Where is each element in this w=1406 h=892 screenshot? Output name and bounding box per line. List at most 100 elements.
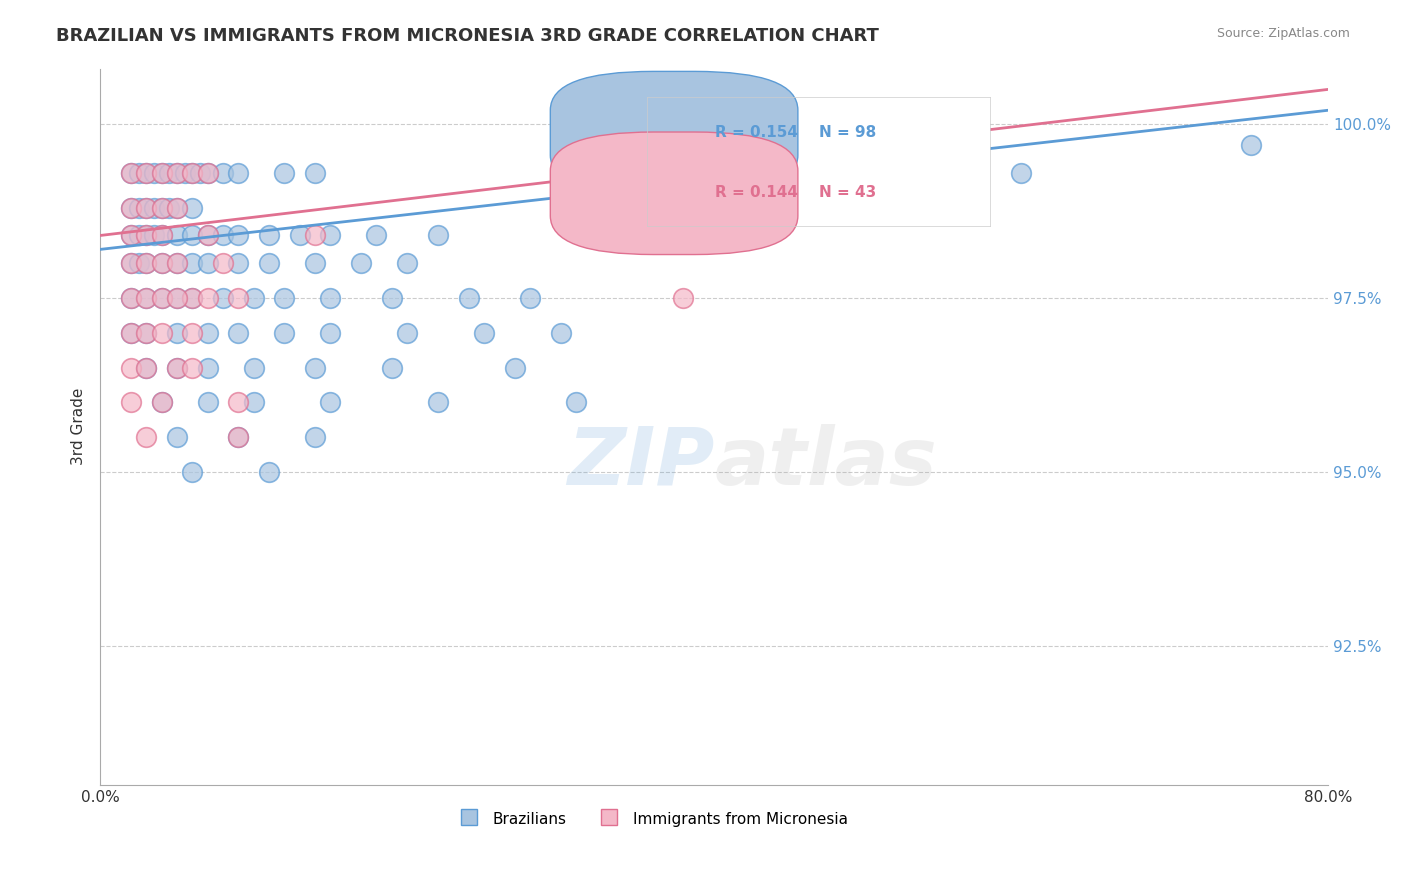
Point (142, 201, 165, 215)
Point (166, 360, 188, 375)
Point (150, 256, 173, 270)
Point (273, 291, 295, 305)
Point (135, 326, 157, 340)
Point (166, 201, 188, 215)
Point (273, 166, 295, 180)
Point (120, 291, 142, 305)
Point (150, 326, 173, 340)
Point (150, 228, 173, 243)
Point (135, 228, 157, 243)
Point (212, 256, 235, 270)
Text: ZIP: ZIP (567, 424, 714, 501)
Point (197, 291, 219, 305)
Point (472, 326, 495, 340)
Point (150, 166, 173, 180)
Point (120, 166, 142, 180)
Point (150, 291, 173, 305)
Point (135, 326, 157, 340)
Point (135, 360, 157, 375)
Point (166, 166, 188, 180)
Point (197, 326, 219, 340)
Point (135, 291, 157, 305)
Point (304, 360, 326, 375)
Point (166, 291, 188, 305)
Point (503, 360, 526, 375)
Point (135, 228, 157, 243)
Point (150, 166, 173, 180)
Point (1240, 138, 1263, 153)
Point (672, 291, 695, 305)
Text: Source: ZipAtlas.com: Source: ZipAtlas.com (1216, 27, 1350, 40)
Point (181, 228, 204, 243)
Point (226, 326, 249, 340)
Point (197, 360, 219, 375)
Point (197, 166, 219, 180)
Point (319, 291, 342, 305)
Point (197, 256, 219, 270)
Point (366, 228, 388, 243)
Point (426, 228, 449, 243)
Point (181, 291, 204, 305)
Point (288, 228, 311, 243)
Point (396, 326, 419, 340)
Point (135, 201, 157, 215)
Point (150, 201, 173, 215)
Point (181, 256, 204, 270)
Point (135, 201, 157, 215)
Point (396, 256, 419, 270)
Point (150, 201, 173, 215)
Point (197, 166, 219, 180)
Point (128, 201, 150, 215)
Point (157, 166, 180, 180)
Point (519, 291, 541, 305)
Point (120, 201, 142, 215)
Point (304, 256, 326, 270)
Point (350, 256, 373, 270)
Point (226, 430, 249, 444)
Point (242, 395, 264, 409)
Point (304, 430, 326, 444)
Point (181, 166, 204, 180)
Point (188, 166, 211, 180)
Point (166, 256, 188, 270)
Point (273, 326, 295, 340)
Point (150, 395, 173, 409)
Point (226, 395, 249, 409)
Point (166, 360, 188, 375)
Point (166, 256, 188, 270)
Point (457, 291, 479, 305)
Point (120, 228, 142, 243)
Point (150, 256, 173, 270)
Point (181, 291, 204, 305)
Point (304, 166, 326, 180)
Point (212, 228, 235, 243)
Point (135, 256, 157, 270)
Point (128, 166, 150, 180)
Point (197, 395, 219, 409)
Point (142, 228, 165, 243)
Point (626, 166, 648, 180)
Point (135, 166, 157, 180)
Point (304, 228, 326, 243)
Point (257, 465, 280, 479)
Point (550, 326, 572, 340)
Point (197, 228, 219, 243)
Point (166, 166, 188, 180)
Point (120, 228, 142, 243)
Point (166, 201, 188, 215)
Point (319, 395, 342, 409)
Point (226, 166, 249, 180)
Point (257, 228, 280, 243)
Point (135, 430, 157, 444)
Point (135, 360, 157, 375)
Point (120, 256, 142, 270)
Point (212, 166, 235, 180)
Point (120, 201, 142, 215)
Point (120, 326, 142, 340)
Point (319, 326, 342, 340)
Point (128, 256, 150, 270)
Point (150, 395, 173, 409)
Point (181, 465, 204, 479)
Point (120, 256, 142, 270)
Point (166, 326, 188, 340)
